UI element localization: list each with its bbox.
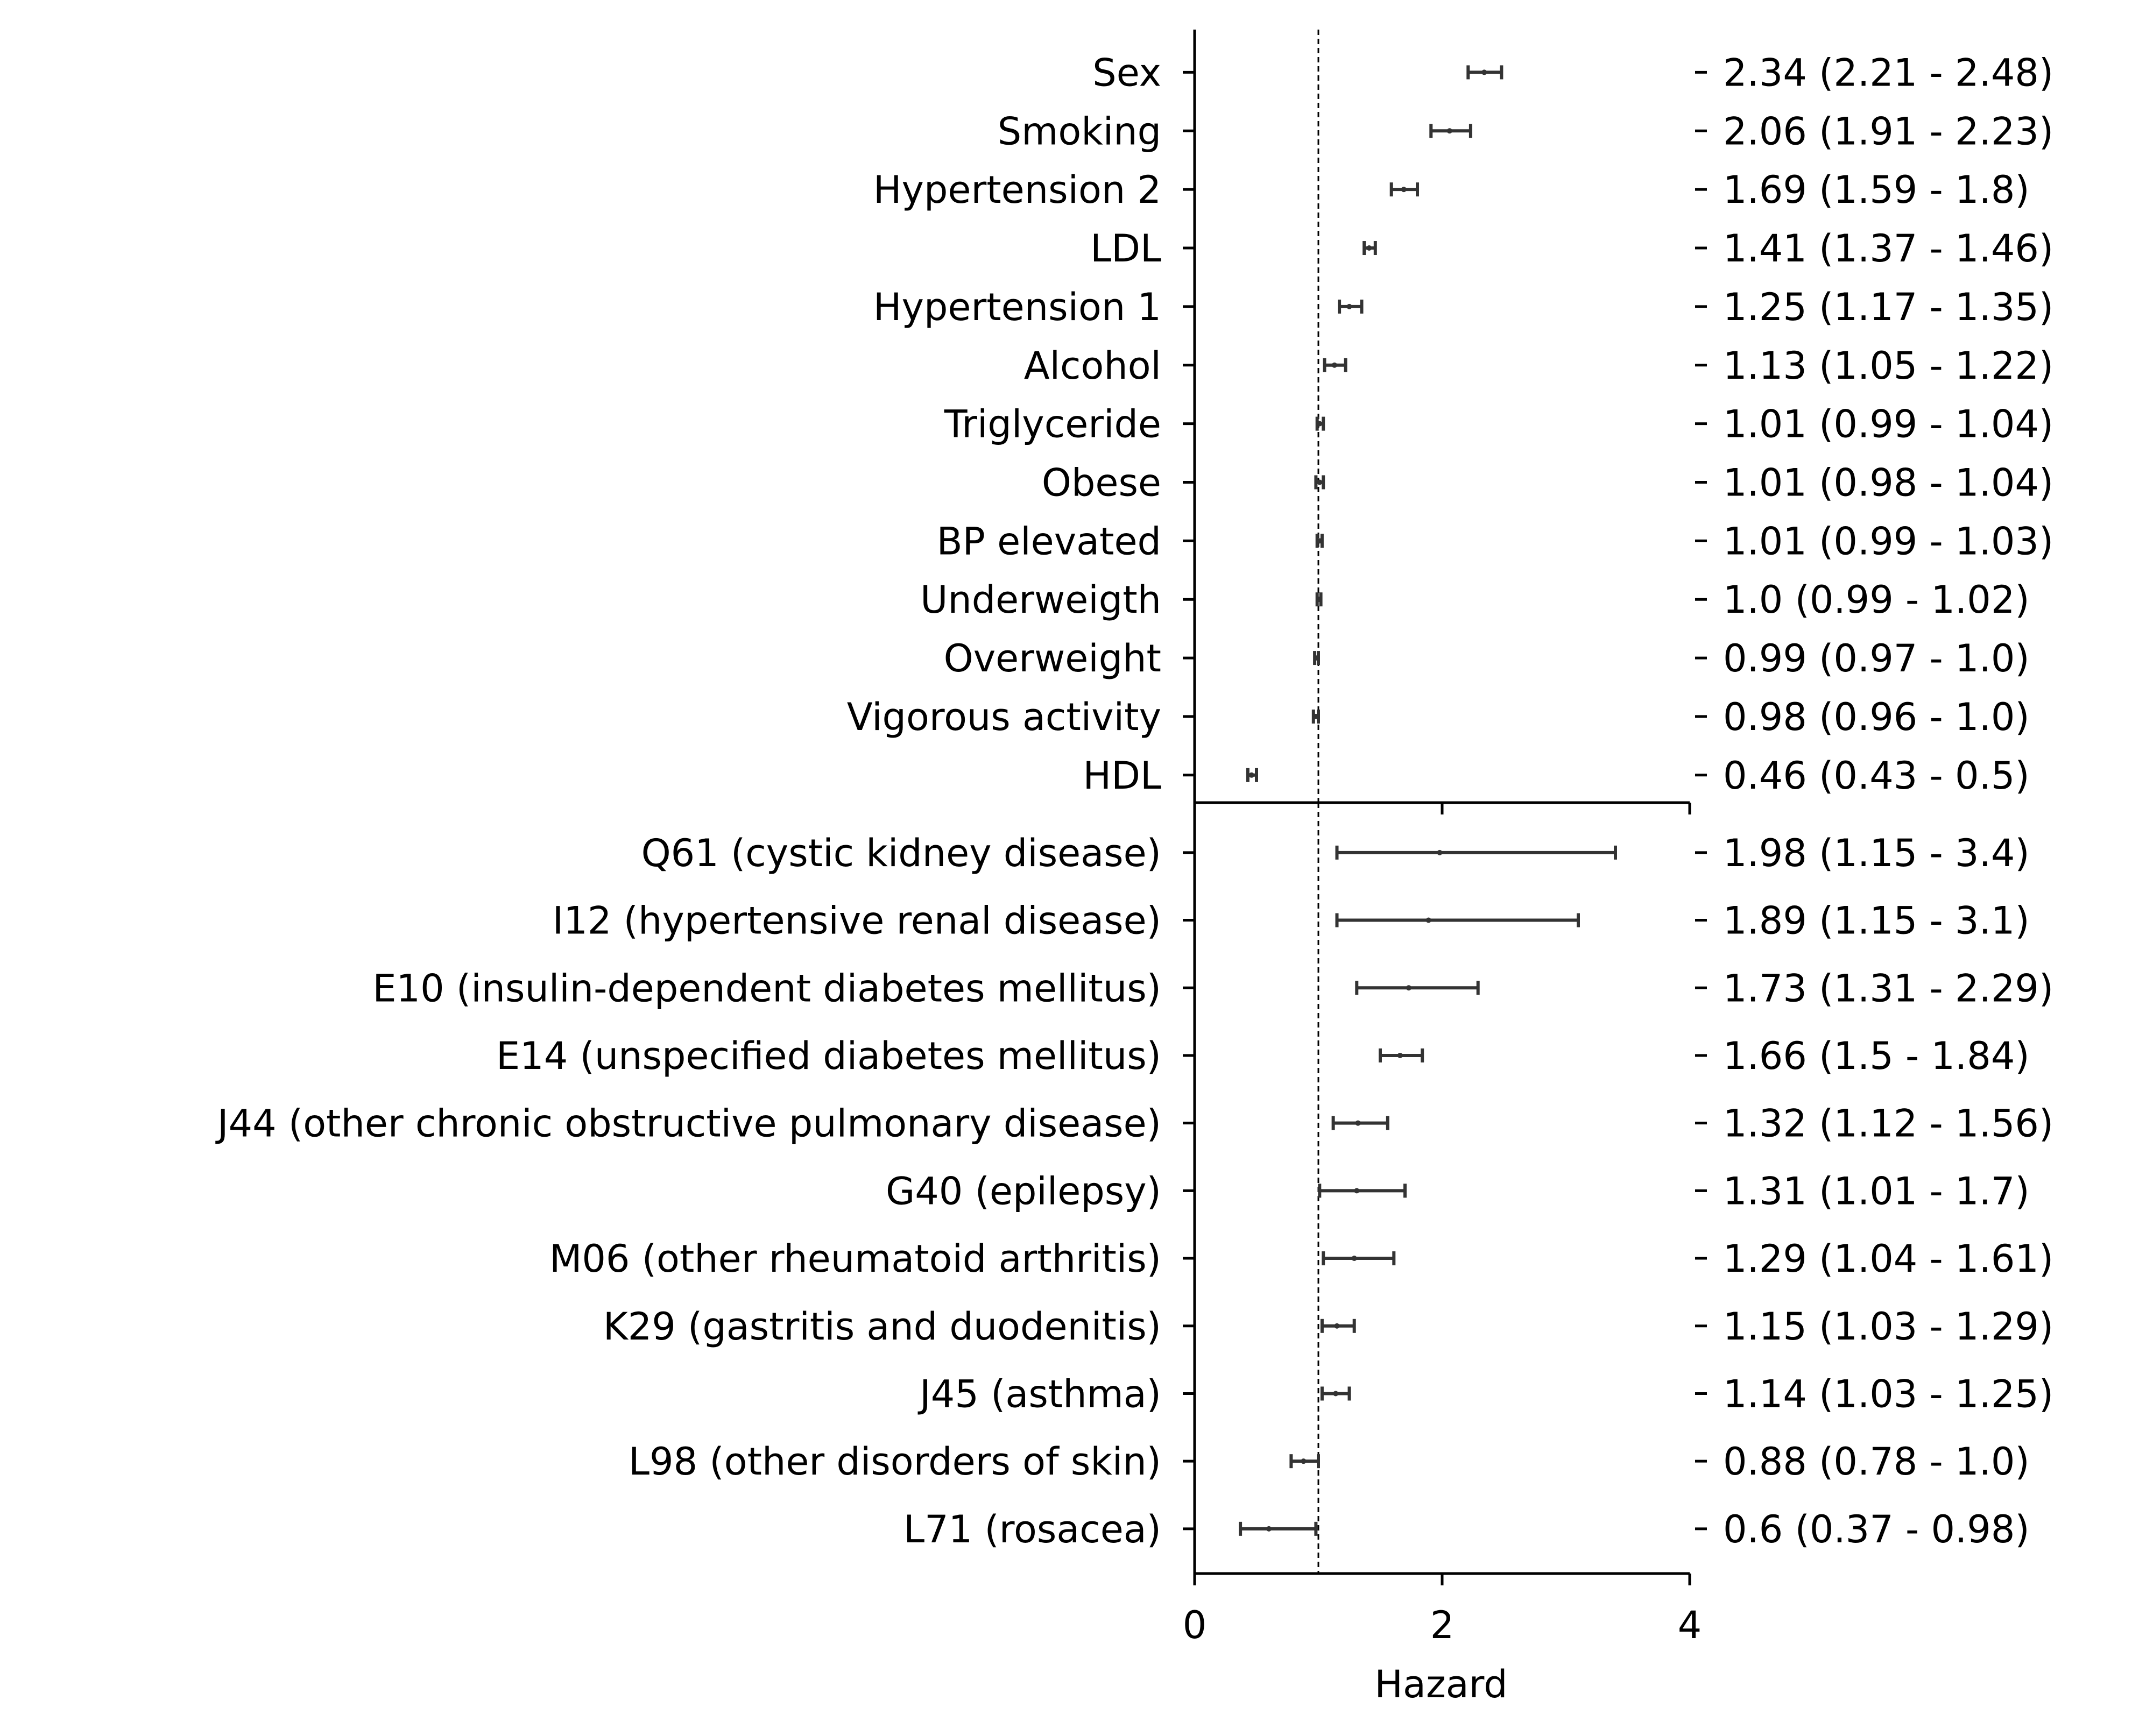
row-label: J45 (asthma) <box>917 1372 1161 1416</box>
hr-point <box>1266 1526 1272 1532</box>
hr-point <box>1354 1188 1360 1194</box>
ci-text: 1.25 (1.17 - 1.35) <box>1723 285 2053 329</box>
hr-point <box>1437 849 1443 855</box>
hr-point <box>1248 772 1254 778</box>
row-label: Alcohol <box>1024 344 1161 388</box>
x-tick-label: 4 <box>1678 1603 1702 1647</box>
ci-text: 0.98 (0.96 - 1.0) <box>1723 695 2030 739</box>
hr-point <box>1401 187 1407 193</box>
row-label: E10 (insulin-dependent diabetes mellitus… <box>372 966 1161 1010</box>
x-axis-label: Hazard <box>1374 1662 1507 1706</box>
row-label: Overweight <box>944 636 1161 681</box>
row-label: Triglyceride <box>944 402 1161 447</box>
ci-text: 1.41 (1.37 - 1.46) <box>1723 226 2053 271</box>
row-label: M06 (other rheumatoid arthritis) <box>549 1237 1161 1281</box>
hr-point <box>1397 1052 1403 1058</box>
x-tick-label: 2 <box>1430 1603 1455 1647</box>
ci-text: 1.14 (1.03 - 1.25) <box>1723 1372 2053 1416</box>
row-label: BP elevated <box>937 519 1161 563</box>
axes: 0 2 4 <box>1183 30 1707 1647</box>
hr-point <box>1351 1256 1357 1262</box>
row-label: Hypertension 2 <box>873 168 1161 212</box>
ci-text: 1.0 (0.99 - 1.02) <box>1723 578 2030 622</box>
row-label: Hypertension 1 <box>873 285 1161 329</box>
hr-point <box>1481 69 1487 75</box>
hr-point <box>1446 128 1452 134</box>
hr-point <box>1317 421 1323 427</box>
row-label: L98 (other disorders of skin) <box>629 1440 1161 1484</box>
row-label: K29 (gastritis and duodenitis) <box>603 1305 1161 1349</box>
row-label: Sex <box>1092 51 1161 95</box>
row-label: I12 (hypertensive renal disease) <box>553 899 1161 943</box>
row-label: Obese <box>1042 460 1161 505</box>
ci-text: 2.34 (2.21 - 2.48) <box>1723 51 2053 95</box>
hr-point <box>1334 1323 1340 1329</box>
ci-text: 1.15 (1.03 - 1.29) <box>1723 1305 2053 1349</box>
row-label: Vigorous activity <box>847 695 1161 739</box>
hr-point <box>1313 713 1319 719</box>
ci-text: 1.89 (1.15 - 3.1) <box>1723 899 2030 943</box>
ci-text: 2.06 (1.91 - 2.23) <box>1723 109 2053 153</box>
ci-text: 0.46 (0.43 - 0.5) <box>1723 754 2030 798</box>
ci-text: 1.31 (1.01 - 1.7) <box>1723 1169 2030 1213</box>
hr-point <box>1355 1120 1361 1126</box>
hr-point <box>1406 985 1411 991</box>
ci-text: 1.01 (0.99 - 1.04) <box>1723 402 2053 447</box>
hr-point <box>1317 538 1323 544</box>
row-label: Underweigth <box>920 578 1161 622</box>
ci-text: 1.73 (1.31 - 2.29) <box>1723 966 2053 1010</box>
row-label: J44 (other chronic obstructive pulmonary… <box>215 1102 1161 1146</box>
row-label: LDL <box>1090 226 1161 271</box>
hr-point <box>1314 655 1320 661</box>
hr-point <box>1301 1458 1307 1464</box>
row-label: HDL <box>1083 754 1161 798</box>
row-label: Smoking <box>998 109 1161 153</box>
ci-text: 1.01 (0.98 - 1.04) <box>1723 460 2053 505</box>
ci-text: 1.01 (0.99 - 1.03) <box>1723 519 2053 563</box>
row-label: E14 (unspecified diabetes mellitus) <box>496 1034 1161 1078</box>
marks: Sex 2.34 (2.21 - 2.48) Smoking 2.06 (1.91 -… <box>215 51 2053 1551</box>
ci-text: 1.32 (1.12 - 1.56) <box>1723 1102 2053 1146</box>
ci-text: 0.99 (0.97 - 1.0) <box>1723 636 2030 681</box>
hr-point <box>1366 245 1372 251</box>
ci-text: 1.69 (1.59 - 1.8) <box>1723 168 2030 212</box>
ci-text: 1.66 (1.5 - 1.84) <box>1723 1034 2030 1078</box>
row-label: G40 (epilepsy) <box>886 1169 1161 1213</box>
hr-point <box>1331 362 1337 368</box>
x-tick-label: 0 <box>1183 1603 1207 1647</box>
ci-text: 1.13 (1.05 - 1.22) <box>1723 344 2053 388</box>
row-label: L71 (rosacea) <box>903 1507 1161 1551</box>
hr-point <box>1346 303 1352 309</box>
hr-point <box>1316 597 1321 603</box>
hr-point <box>1333 1391 1339 1397</box>
ci-text: 0.88 (0.78 - 1.0) <box>1723 1440 2030 1484</box>
ci-text: 1.98 (1.15 - 3.4) <box>1723 831 2030 875</box>
ci-text: 1.29 (1.04 - 1.61) <box>1723 1237 2053 1281</box>
row-label: Q61 (cystic kidney disease) <box>641 831 1161 875</box>
ci-text: 0.6 (0.37 - 0.98) <box>1723 1507 2030 1551</box>
hr-point <box>1317 479 1323 485</box>
hr-point <box>1425 917 1431 923</box>
